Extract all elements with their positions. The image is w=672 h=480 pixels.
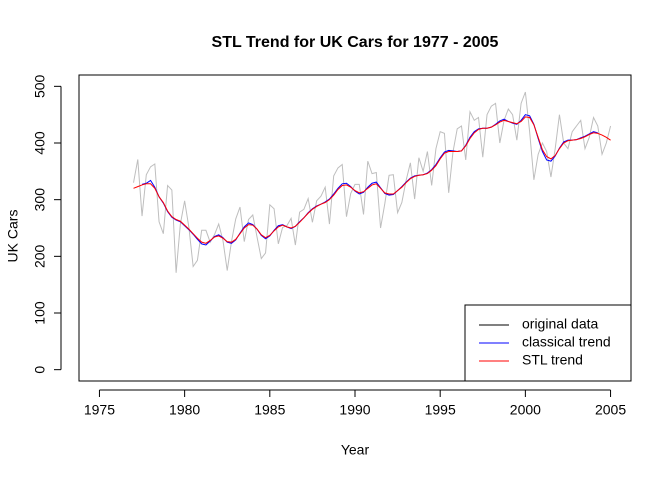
- series-line: [141, 114, 598, 246]
- x-tick-label: 1980: [169, 402, 200, 418]
- x-tick-label: 1975: [84, 402, 115, 418]
- chart-title: STL Trend for UK Cars for 1977 - 2005: [212, 34, 499, 51]
- legend-label: original data: [522, 316, 598, 332]
- y-tick-label: 100: [32, 301, 48, 325]
- x-tick-label: 2000: [510, 402, 541, 418]
- y-tick-label: 0: [32, 366, 48, 374]
- y-axis-label: UK Cars: [5, 210, 21, 263]
- y-tick-label: 500: [32, 74, 48, 98]
- x-tick-label: 1995: [425, 402, 456, 418]
- x-tick-label: 2005: [595, 402, 626, 418]
- legend-label: STL trend: [522, 352, 583, 368]
- y-tick-label: 400: [32, 131, 48, 155]
- y-tick-label: 200: [32, 244, 48, 268]
- x-tick-label: 1990: [339, 402, 370, 418]
- legend-label: classical trend: [522, 334, 611, 350]
- series-line: [133, 116, 611, 244]
- plot-box: [78, 74, 632, 382]
- series-line: [133, 91, 612, 273]
- x-axis-label: Year: [341, 442, 370, 458]
- x-tick-label: 1985: [254, 402, 285, 418]
- y-tick-label: 300: [32, 188, 48, 212]
